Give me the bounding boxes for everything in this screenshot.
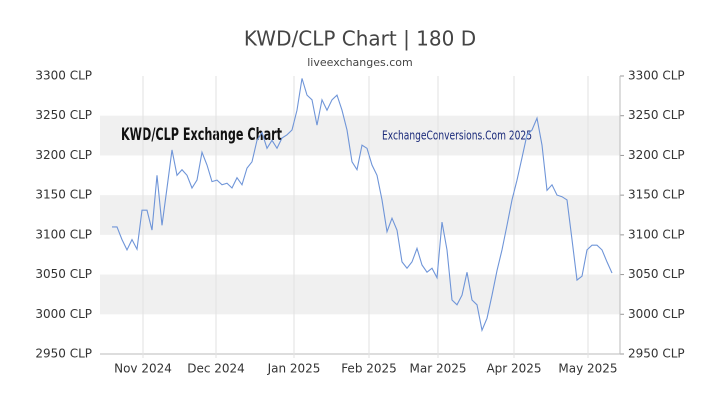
- grid-band: [100, 274, 620, 315]
- y-tick-label: 3100 CLP: [35, 227, 92, 241]
- y-tick-label: 3300 CLP: [35, 69, 92, 83]
- y2-tick-label: 3050 CLP: [628, 267, 685, 281]
- y-tick-label: 3000 CLP: [35, 307, 92, 321]
- y-tick-label: 3250 CLP: [35, 108, 92, 122]
- y-tick-label: 3150 CLP: [35, 188, 92, 202]
- chart-subtitle: liveexchanges.com: [307, 56, 412, 69]
- price-line: [112, 78, 613, 333]
- x-tick-label: Nov 2024: [114, 362, 172, 376]
- x-tick-label: May 2025: [558, 362, 617, 376]
- bands: [100, 115, 620, 315]
- x-tick-label: Feb 2025: [341, 362, 397, 376]
- grid-band: [100, 195, 620, 235]
- y2-tick-label: 2950 CLP: [628, 347, 685, 361]
- grid-band: [100, 115, 620, 156]
- x-tick-label: Apr 2025: [486, 362, 541, 376]
- x-tick-label: Mar 2025: [410, 362, 467, 376]
- y2-tick-label: 3250 CLP: [628, 108, 685, 122]
- y2-tick-label: 3000 CLP: [628, 307, 685, 321]
- y2-tick-label: 3150 CLP: [628, 188, 685, 202]
- watermark: KWD/CLP Exchange Chart: [121, 125, 282, 145]
- y2-tick-label: 3300 CLP: [628, 69, 685, 83]
- x-tick-label: Jan 2025: [267, 362, 321, 376]
- x-tick-label: Dec 2024: [187, 362, 245, 376]
- y-tick-label: 3050 CLP: [35, 267, 92, 281]
- y2-tick-label: 3100 CLP: [628, 227, 685, 241]
- y2-tick-label: 3200 CLP: [628, 148, 685, 162]
- watermark: ExchangeConversions.Com 2025: [382, 129, 532, 143]
- y-tick-label: 2950 CLP: [35, 347, 92, 361]
- y-tick-label: 3200 CLP: [35, 148, 92, 162]
- chart-title: KWD/CLP Chart | 180 D: [244, 27, 476, 51]
